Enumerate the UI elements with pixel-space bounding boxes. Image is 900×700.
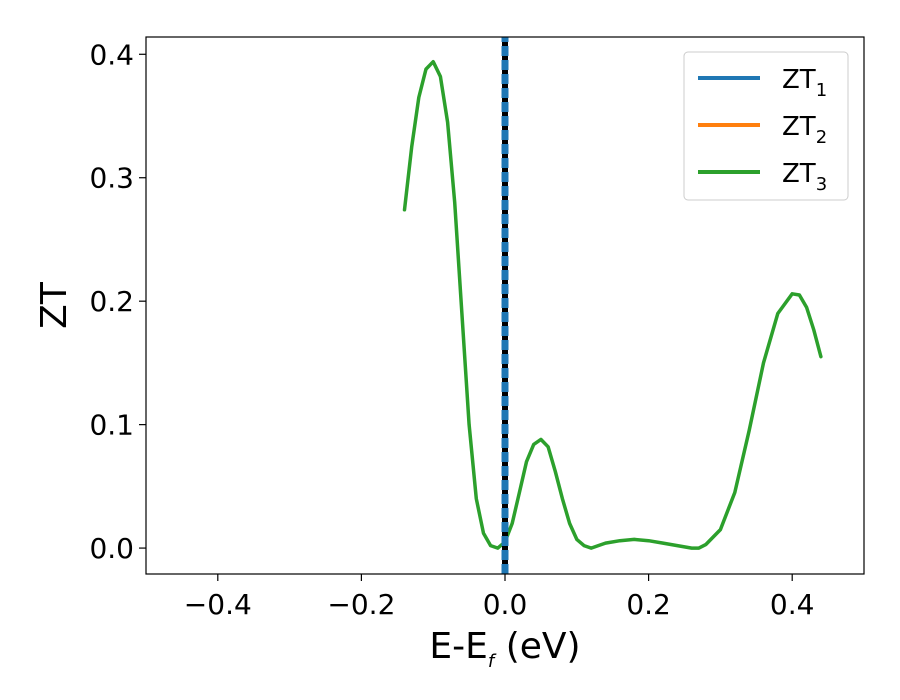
legend-label: ZT3 <box>782 159 827 195</box>
x-axis-title-main: E-E <box>429 626 487 667</box>
legend-label: ZT1 <box>782 65 827 101</box>
y-tick-label: 0.1 <box>89 409 134 442</box>
legend-label-sub: 1 <box>816 80 827 101</box>
x-tick-label: −0.4 <box>184 588 252 621</box>
y-axis-title: ZT <box>34 281 75 329</box>
x-tick-label: 0.2 <box>626 588 671 621</box>
y-tick-label: 0.2 <box>89 285 134 318</box>
legend-label-main: ZT <box>782 112 816 142</box>
x-axis-title: E-Ef (eV) <box>429 626 580 672</box>
legend-label-sub: 3 <box>816 174 827 195</box>
x-axis-title-unit: (eV) <box>494 626 580 667</box>
x-axis: −0.4 −0.2 0.0 0.2 0.4 <box>184 574 815 621</box>
legend-label-main: ZT <box>782 159 816 189</box>
y-axis: 0.0 0.1 0.2 0.3 0.4 <box>89 38 146 565</box>
legend-box <box>683 51 849 201</box>
legend-label-sub: 2 <box>816 127 827 148</box>
plot-area <box>402 37 823 574</box>
x-tick-label: 0.0 <box>483 588 528 621</box>
y-tick-label: 0.0 <box>89 532 134 565</box>
x-tick-label: −0.2 <box>327 588 395 621</box>
y-tick-label: 0.3 <box>89 162 134 195</box>
legend-label-main: ZT <box>782 65 816 95</box>
plot-frame <box>145 36 865 575</box>
legend-label: ZT2 <box>782 112 827 148</box>
x-axis-title-sub: f <box>488 651 497 672</box>
series-line-zt3 <box>402 59 823 550</box>
x-tick-label: 0.4 <box>770 588 815 621</box>
y-tick-label: 0.4 <box>89 38 134 71</box>
